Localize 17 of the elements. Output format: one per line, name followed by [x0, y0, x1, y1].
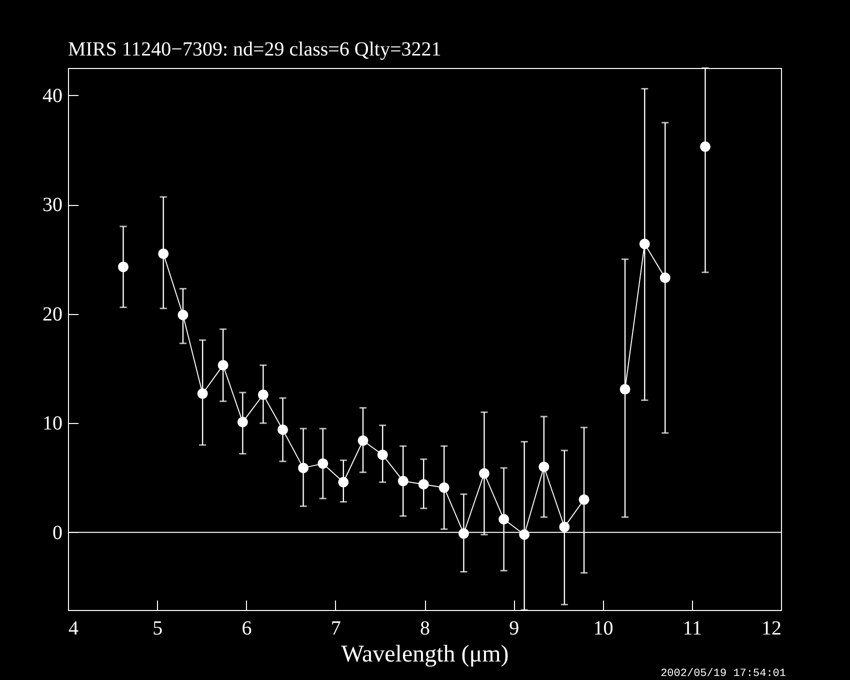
y-tick-label: 30	[42, 194, 62, 216]
x-tick-label: 7	[330, 618, 341, 640]
x-tick-label: 6	[242, 618, 252, 640]
y-tick-label: 0	[52, 522, 62, 544]
x-tick-label: 5	[152, 618, 163, 640]
y-tick-label: 40	[42, 84, 62, 107]
y-tick-label: 10	[42, 412, 62, 435]
x-axis-title: Wavelength (μm)	[341, 642, 509, 668]
x-tick-label: 10	[593, 618, 614, 640]
x-tick-label: 11	[682, 618, 702, 640]
x-tick-label: 4	[68, 618, 78, 640]
x-tick-label: 8	[420, 618, 430, 640]
x-tick-label: 12	[762, 618, 782, 640]
chart-title: MIRS 11240−7309: nd=29 class=6 Qlty=3221	[68, 38, 442, 60]
y-tick-label: 20	[42, 303, 62, 326]
x-tick-label: 9	[509, 618, 520, 640]
text: 2002/05/19 17:54:01	[660, 668, 786, 680]
